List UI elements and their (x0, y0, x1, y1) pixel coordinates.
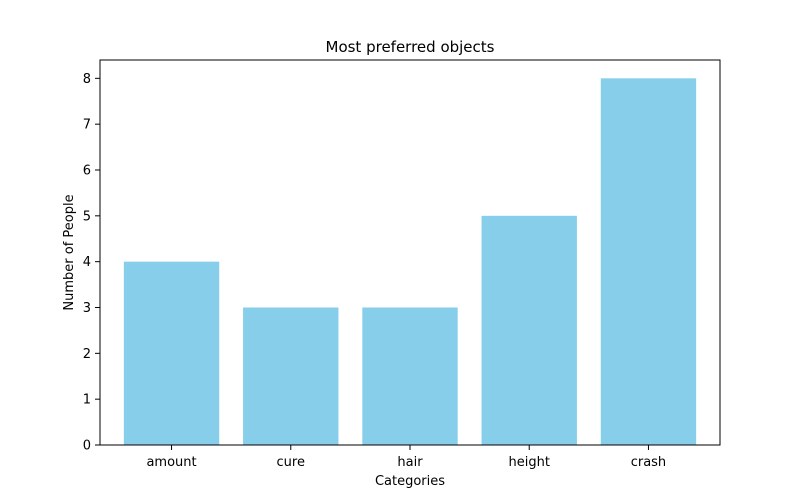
x-tick-label-crash: crash (631, 455, 666, 470)
bar-amount (123, 261, 220, 445)
y-axis-ticks: 0 1 2 3 4 5 6 7 8 (83, 72, 100, 454)
x-tick-label-amount: amount (146, 455, 196, 470)
bar-cure (243, 307, 339, 445)
chart-title: Most preferred objects (326, 38, 495, 56)
x-tick-label-height: height (509, 455, 550, 470)
y-tick-label: 8 (83, 72, 91, 87)
x-axis-ticks: amount cure hair height crash (146, 445, 666, 470)
x-tick-label-cure: cure (277, 455, 305, 470)
y-tick-label: 2 (83, 347, 91, 362)
y-tick-label: 5 (83, 209, 91, 224)
bars-group (123, 78, 697, 445)
y-tick-label: 4 (83, 255, 91, 270)
x-axis-label: Categories (375, 474, 445, 489)
y-tick-label: 0 (83, 439, 91, 454)
bar-height (481, 215, 577, 445)
x-tick-label-hair: hair (397, 455, 423, 470)
y-tick-label: 7 (83, 118, 91, 133)
y-tick-label: 1 (83, 393, 91, 408)
bar-crash (600, 78, 697, 445)
bar-hair (362, 307, 458, 445)
y-tick-label: 3 (83, 301, 91, 316)
y-tick-label: 6 (83, 164, 91, 179)
y-axis-label: Number of People (62, 194, 77, 310)
